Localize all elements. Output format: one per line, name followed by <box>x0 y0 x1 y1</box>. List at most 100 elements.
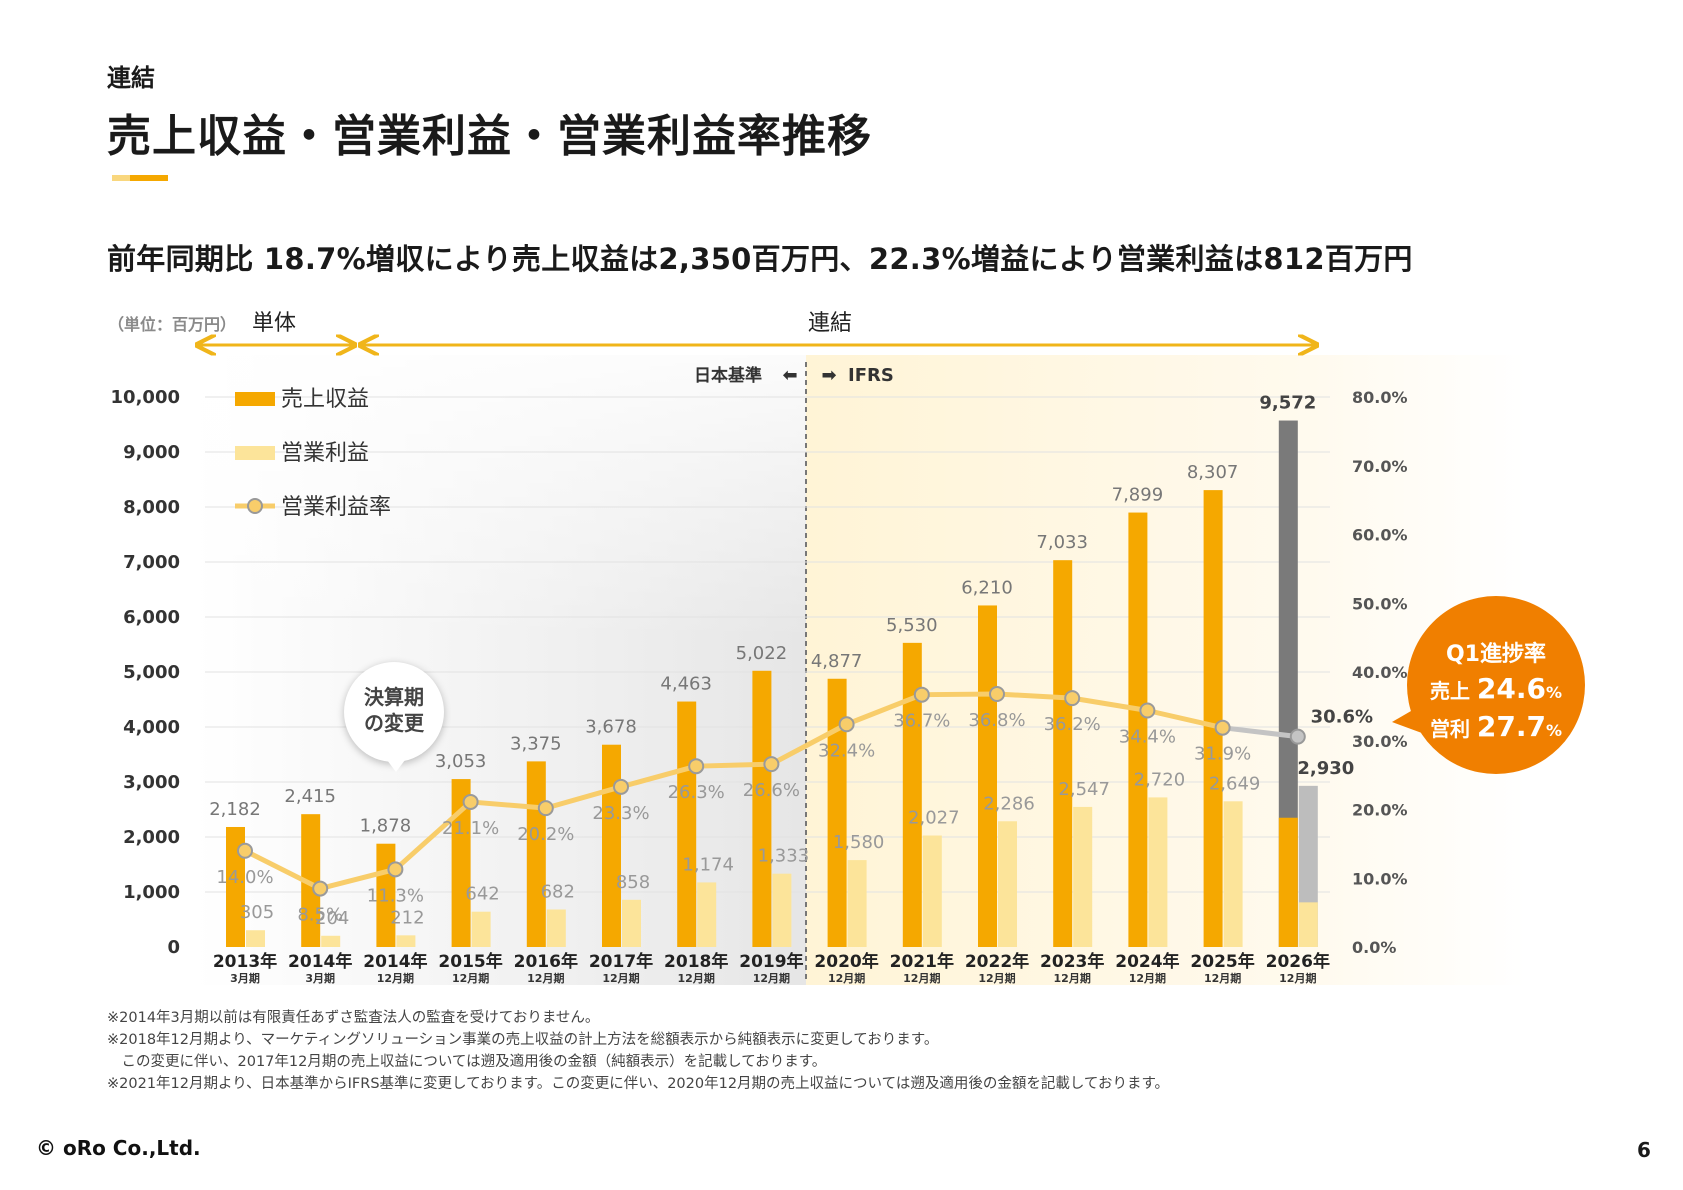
profit-q1-actual-bar <box>1298 902 1318 947</box>
profit-bar <box>772 873 792 947</box>
x-axis-sublabel: 12月期 <box>1054 971 1091 985</box>
revenue-q1-actual-bar <box>1278 817 1298 947</box>
margin-data-label: 8.5% <box>297 905 343 926</box>
x-axis-sublabel: 12月期 <box>452 971 489 985</box>
copyright-logo: © oRo Co.,Ltd. <box>36 1136 201 1160</box>
badge-title: Q1進捗率 <box>1445 642 1546 667</box>
margin-marker <box>462 793 479 810</box>
footnote-line: ※2018年12月期より、マーケティングソリューション事業の売上収益の計上方法を… <box>107 1032 939 1048</box>
margin-marker <box>387 861 404 878</box>
y2-axis-tick-label: 0.0% <box>1352 938 1396 957</box>
margin-marker <box>688 758 705 775</box>
margin-data-label: 11.3% <box>367 885 424 906</box>
margin-data-label: 20.2% <box>517 824 574 845</box>
margin-marker <box>1139 702 1156 719</box>
profit-data-label: 858 <box>616 872 650 893</box>
y2-axis-tick-label: 70.0% <box>1352 457 1408 476</box>
margin-data-label: 34.4% <box>1119 727 1176 748</box>
margin-marker <box>1289 728 1306 745</box>
revenue-bar <box>902 642 922 947</box>
bubble-line1: 決算期 <box>364 685 424 709</box>
bubble-tail <box>384 756 408 772</box>
legend-profit-swatch <box>235 446 275 460</box>
x-axis-tick-label: 2013年 <box>213 951 277 972</box>
margin-marker <box>838 716 855 733</box>
x-axis-tick-label: 2023年 <box>1040 951 1104 972</box>
margin-marker <box>613 778 629 795</box>
profit-data-label: 204 <box>315 908 349 929</box>
y2-axis-tick-label: 20.0% <box>1352 801 1408 820</box>
x-axis-tick-label: 2019年 <box>739 951 803 972</box>
profit-bar <box>1148 797 1168 947</box>
segment-consolidated-label: 連結 <box>808 311 852 336</box>
revenue-data-label: 3,375 <box>510 733 562 754</box>
badge-profit-value: 27.7 <box>1476 710 1547 743</box>
x-axis-sublabel: 12月期 <box>903 971 940 985</box>
x-axis-tick-label: 2026年 <box>1266 951 1330 972</box>
x-axis-tick-label: 2022年 <box>965 951 1029 972</box>
y2-axis-tick-label: 10.0% <box>1352 869 1408 888</box>
profit-data-label: 1,333 <box>758 846 810 867</box>
revenue-data-label: 6,210 <box>961 577 1013 598</box>
std-japan-label: 日本基準 <box>694 365 762 386</box>
margin-data-label: 32.4% <box>818 740 875 761</box>
y-axis-tick-label: 10,000 <box>111 387 180 408</box>
revenue-bar <box>978 605 997 947</box>
std-ifrs-label: IFRS <box>848 365 894 386</box>
profit-data-label: 2,930 <box>1297 758 1354 779</box>
x-axis-sublabel: 12月期 <box>828 971 865 985</box>
x-axis-tick-label: 2014年 <box>363 951 427 972</box>
margin-marker <box>237 842 253 859</box>
margin-marker <box>312 880 329 897</box>
profit-data-label: 642 <box>465 884 499 905</box>
segment-standalone-label: 単体 <box>252 311 296 336</box>
y-axis-tick-label: 7,000 <box>123 552 180 573</box>
revenue-bar <box>1053 560 1073 947</box>
profit-bar <box>246 930 265 947</box>
badge-revenue-value: 24.6 <box>1476 672 1547 705</box>
x-axis-tick-label: 2018年 <box>664 951 728 972</box>
revenue-data-label: 3,678 <box>585 717 637 738</box>
margin-data-label: 30.6% <box>1311 707 1373 728</box>
y-axis-tick-label: 4,000 <box>123 717 180 738</box>
margin-data-label: 14.0% <box>216 867 273 888</box>
x-axis-sublabel: 12月期 <box>602 971 639 985</box>
x-axis-tick-label: 2020年 <box>814 951 878 972</box>
profit-data-label: 2,286 <box>983 793 1035 814</box>
footnote-line: この変更に伴い、2017年12月期の売上収益については遡及適用後の金額（純額表示… <box>107 1054 827 1070</box>
y-axis-tick-label: 0 <box>167 937 180 958</box>
profit-bar <box>546 909 566 947</box>
margin-data-label: 26.3% <box>668 782 725 803</box>
x-axis-tick-label: 2016年 <box>514 951 578 972</box>
x-axis-sublabel: 3月期 <box>230 971 260 985</box>
revenue-bar <box>1203 490 1223 947</box>
revenue-data-label: 5,022 <box>736 643 788 664</box>
margin-marker <box>537 800 554 817</box>
badge-revenue-label: 売上 <box>1429 679 1470 703</box>
y-axis-tick-label: 2,000 <box>123 827 180 848</box>
revenue-data-label: 7,899 <box>1112 485 1164 506</box>
margin-data-label: 21.1% <box>442 818 499 839</box>
x-axis-sublabel: 12月期 <box>753 971 790 985</box>
profit-bar <box>847 860 867 947</box>
revenue-data-label: 2,415 <box>284 786 336 807</box>
y-axis-tick-label: 1,000 <box>123 882 180 903</box>
x-axis-sublabel: 12月期 <box>1204 971 1241 985</box>
profit-data-label: 1,580 <box>833 832 885 853</box>
margin-data-label: 36.2% <box>1044 714 1101 735</box>
margin-marker <box>913 686 930 703</box>
margin-line <box>243 691 1224 892</box>
x-axis-tick-label: 2017年 <box>589 951 653 972</box>
profit-data-label: 2,547 <box>1058 779 1110 800</box>
title-underline-light <box>112 175 130 181</box>
margin-data-label: 31.9% <box>1194 744 1251 765</box>
profit-data-label: 2,027 <box>908 808 960 829</box>
footnotes: ※2014年3月期以前は有限責任あずさ監査法人の監査を受けておりません。 ※20… <box>107 1007 1169 1095</box>
revenue-data-label: 3,053 <box>435 751 487 772</box>
margin-forecast-line <box>1222 725 1299 740</box>
badge-revenue-row: 売上 24.6% <box>1407 672 1585 705</box>
footnote-line: ※2021年12月期より、日本基準からIFRS基準に変更しております。この変更に… <box>107 1076 1170 1092</box>
bubble-line2: の変更 <box>364 711 424 735</box>
y-axis-tick-label: 5,000 <box>123 662 180 683</box>
